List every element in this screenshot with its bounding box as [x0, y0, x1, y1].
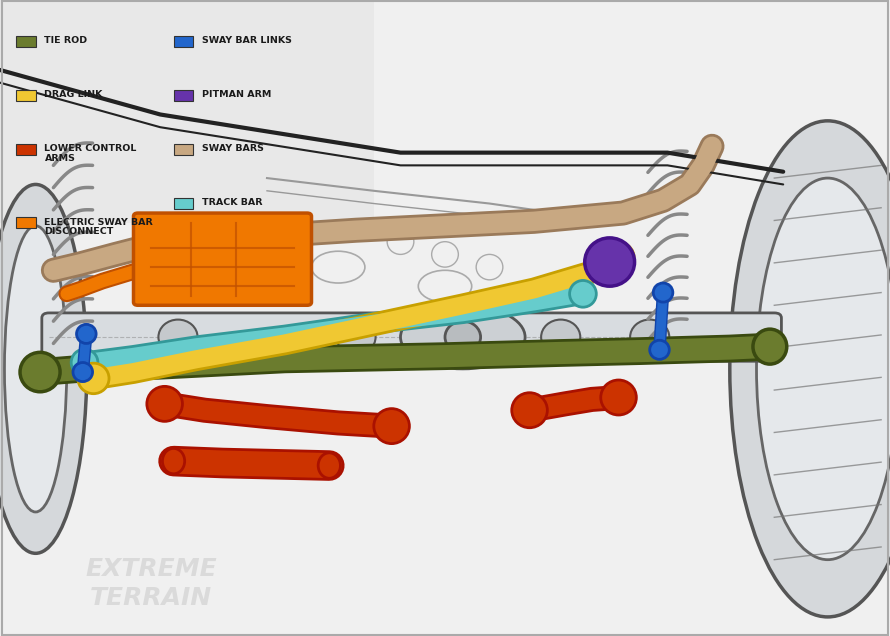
Ellipse shape	[4, 226, 67, 512]
Ellipse shape	[336, 319, 376, 355]
Ellipse shape	[400, 305, 525, 369]
Bar	[174, 198, 193, 209]
Text: PITMAN ARM: PITMAN ARM	[202, 90, 271, 99]
Ellipse shape	[147, 386, 182, 422]
FancyBboxPatch shape	[42, 313, 781, 361]
Text: DRAG LINK: DRAG LINK	[44, 90, 103, 99]
Text: TERRAIN: TERRAIN	[90, 586, 213, 610]
Text: EXTREME: EXTREME	[85, 557, 217, 581]
Bar	[174, 90, 193, 101]
Text: TIE ROD: TIE ROD	[44, 36, 87, 45]
Ellipse shape	[603, 242, 634, 273]
Bar	[16, 36, 36, 47]
Ellipse shape	[650, 340, 669, 359]
Text: ARMS: ARMS	[44, 153, 76, 163]
Bar	[16, 217, 36, 228]
FancyBboxPatch shape	[134, 213, 312, 305]
Ellipse shape	[78, 363, 109, 394]
Ellipse shape	[541, 319, 580, 355]
Ellipse shape	[77, 324, 96, 343]
Ellipse shape	[601, 380, 636, 415]
Text: TRACK BAR: TRACK BAR	[202, 198, 263, 207]
Ellipse shape	[163, 448, 185, 474]
Ellipse shape	[653, 283, 673, 302]
Ellipse shape	[756, 178, 890, 560]
Ellipse shape	[158, 319, 198, 355]
Ellipse shape	[753, 329, 787, 364]
Bar	[16, 144, 36, 155]
Ellipse shape	[0, 184, 87, 553]
Bar	[16, 90, 36, 101]
Text: SWAY BAR LINKS: SWAY BAR LINKS	[202, 36, 292, 45]
Ellipse shape	[445, 321, 481, 353]
Text: DISCONNECT: DISCONNECT	[44, 226, 114, 236]
Text: LOWER CONTROL: LOWER CONTROL	[44, 144, 137, 153]
Ellipse shape	[73, 363, 93, 382]
Ellipse shape	[20, 352, 61, 392]
Ellipse shape	[730, 121, 890, 617]
Text: ELECTRIC SWAY BAR: ELECTRIC SWAY BAR	[44, 218, 153, 226]
Bar	[174, 36, 193, 47]
Ellipse shape	[374, 408, 409, 444]
Ellipse shape	[71, 349, 98, 376]
Ellipse shape	[585, 238, 635, 286]
Ellipse shape	[512, 392, 547, 427]
Polygon shape	[0, 0, 374, 223]
Text: SWAY BARS: SWAY BARS	[202, 144, 264, 153]
Ellipse shape	[570, 280, 596, 307]
Bar	[174, 144, 193, 155]
Ellipse shape	[630, 319, 669, 355]
Ellipse shape	[319, 453, 341, 478]
